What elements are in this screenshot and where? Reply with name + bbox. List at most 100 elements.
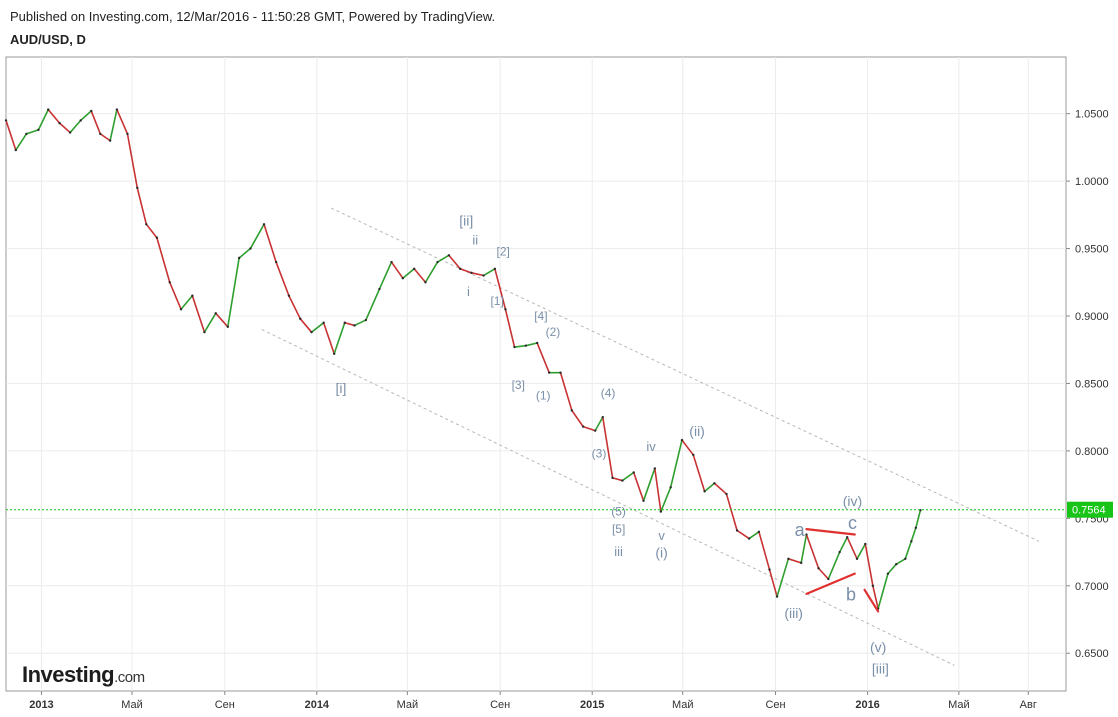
price-segment: [25, 129, 40, 135]
y-tick-label: 0.7000: [1075, 581, 1109, 593]
price-segment: [322, 321, 335, 355]
triangle-line: [863, 588, 880, 613]
wave-label: i: [467, 284, 470, 299]
price-segment: [817, 567, 830, 580]
price-segment: [448, 254, 461, 270]
price-segment: [748, 531, 760, 540]
price-point: [768, 568, 771, 571]
price-point: [424, 281, 427, 284]
price-segment: [263, 223, 277, 263]
price-point: [524, 344, 528, 347]
price-point: [58, 121, 61, 125]
price-segment: [838, 536, 849, 553]
last-price-marker: 0.7564: [6, 501, 1113, 518]
wave-label: iv: [646, 439, 656, 454]
wave-label: iii: [614, 544, 623, 559]
price-segment: [669, 439, 683, 489]
price-segment: [69, 119, 82, 134]
price-segment: [203, 312, 217, 333]
price-segment: [877, 572, 889, 610]
x-tick-label: Май: [397, 699, 419, 711]
wave-label: (5): [611, 505, 626, 519]
price-segment: [582, 425, 597, 432]
x-tick-label: Сен: [490, 699, 510, 711]
triangle-line: [805, 572, 856, 595]
price-segment: [571, 409, 584, 428]
price-point: [846, 536, 849, 539]
price-segment: [116, 108, 129, 135]
price-point: [817, 567, 820, 570]
price-point: [168, 281, 171, 284]
price-point: [827, 577, 830, 581]
wave-label: (i): [655, 544, 667, 560]
price-segment: [915, 509, 922, 529]
price-segment: [660, 486, 672, 513]
price-point: [570, 409, 574, 412]
price-segment: [470, 272, 485, 277]
price-point: [725, 492, 728, 496]
price-point: [735, 529, 739, 532]
price-point: [621, 479, 624, 482]
price-segment: [758, 531, 771, 571]
price-point: [155, 236, 159, 239]
price-point: [436, 260, 439, 264]
price-point: [504, 308, 507, 311]
price-segment: [168, 281, 182, 311]
price-segment: [249, 223, 265, 250]
price-segment: [136, 187, 148, 226]
price-point: [864, 542, 867, 546]
x-tick-label: Май: [672, 699, 694, 711]
price-segment: [494, 267, 507, 311]
price-segment: [725, 493, 738, 532]
price-point: [787, 557, 790, 561]
price-point: [401, 277, 405, 280]
price-point: [680, 438, 684, 442]
price-segment: [353, 319, 367, 327]
price-segment: [99, 133, 111, 142]
wave-label: [iii]: [872, 660, 889, 676]
last-price-label: 0.7564: [1072, 505, 1106, 517]
price-point: [513, 345, 516, 349]
price-segment: [459, 267, 473, 274]
price-point: [805, 533, 808, 536]
price-point: [757, 530, 761, 534]
price-point: [458, 267, 462, 270]
price-point: [390, 260, 393, 264]
price-segment: [681, 439, 695, 456]
price-point: [855, 557, 859, 561]
price-point: [364, 318, 368, 322]
price-point: [108, 139, 112, 142]
wave-labels: [ii] ii [2] i [1] [4] (2) [i] [3] (1) (4) (ii) (3) iv…: [336, 213, 889, 677]
price-segment: [109, 108, 118, 142]
price-segment: [79, 110, 93, 122]
last-price-badge: [1067, 501, 1113, 518]
price-segment: [214, 312, 229, 328]
price-segment: [736, 529, 750, 540]
price-point: [332, 352, 336, 355]
price-segment: [904, 540, 913, 560]
price-segment: [15, 133, 28, 151]
price-point: [775, 595, 779, 598]
price-point: [594, 429, 597, 432]
wave-label: [3]: [512, 378, 525, 392]
price-point: [79, 119, 82, 122]
price-segment: [856, 543, 867, 560]
price-segment: [559, 371, 573, 412]
price-point: [904, 557, 907, 561]
price-point: [179, 308, 183, 311]
price-point: [90, 109, 93, 113]
channel-line: [261, 329, 955, 666]
price-segment: [191, 294, 206, 333]
price-point: [548, 371, 551, 374]
price-segment: [594, 416, 604, 432]
price-point: [249, 247, 252, 250]
y-axis: 1.0500 1.0000 0.9500 0.9000 0.8500 0.8000 0.75…: [1066, 109, 1109, 660]
price-segment: [887, 563, 898, 575]
x-tick-label: 2016: [855, 699, 879, 711]
price-segment: [5, 119, 17, 151]
price-segment: [513, 344, 527, 348]
investing-logo[interactable]: Investing.com: [22, 662, 145, 687]
price-segment: [37, 108, 50, 131]
wave-label: [1]: [490, 294, 503, 308]
